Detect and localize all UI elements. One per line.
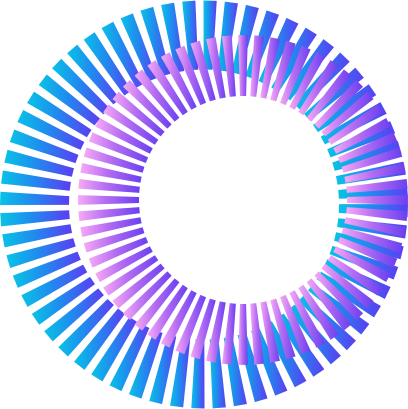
ring-segment xyxy=(95,117,153,154)
ring-segment xyxy=(250,35,264,97)
ring-segment xyxy=(27,91,92,138)
ring-segment xyxy=(327,104,383,145)
ring-segment xyxy=(206,37,226,99)
ring-segment xyxy=(74,308,125,370)
ring-segment xyxy=(109,324,150,392)
ring-segment xyxy=(83,32,132,96)
ring-segment xyxy=(270,40,296,102)
ring-segment xyxy=(270,298,296,360)
ring-segment xyxy=(78,207,140,221)
ring-segment xyxy=(134,69,180,122)
ring-segment xyxy=(337,236,398,268)
ring-segment xyxy=(103,255,159,296)
ring-segment xyxy=(190,298,216,360)
ring-segment xyxy=(91,316,137,382)
ring-segment xyxy=(289,52,326,110)
ring-segment xyxy=(122,271,172,321)
ring-segment xyxy=(279,294,311,355)
ring-segment xyxy=(222,303,236,365)
ring-segment xyxy=(321,91,374,137)
ring-segment xyxy=(306,69,352,122)
ring-segment xyxy=(175,294,207,355)
ring-segment xyxy=(175,45,207,106)
ring-segment xyxy=(6,238,76,269)
ring-segment xyxy=(4,149,74,177)
ring-segment xyxy=(334,232,404,260)
ring-segment xyxy=(314,79,364,129)
ring-segment xyxy=(346,195,408,205)
ring-segment xyxy=(313,84,377,133)
ring-segment xyxy=(190,40,216,102)
ring-segment xyxy=(52,58,110,115)
ring-segment xyxy=(341,147,403,173)
ring-segment xyxy=(0,210,70,227)
ring-segment xyxy=(341,227,403,253)
ring-segment xyxy=(21,264,88,307)
ring-segment xyxy=(0,191,70,205)
ring-segment xyxy=(67,44,121,105)
ring-segment xyxy=(298,60,339,116)
ring-segment xyxy=(9,129,79,164)
ring-segment xyxy=(134,278,180,331)
ring-segment xyxy=(112,263,165,309)
ring-segment xyxy=(238,35,248,97)
ring-segment xyxy=(306,278,352,331)
ring-segment xyxy=(95,246,153,283)
ring-segment xyxy=(289,290,326,348)
ring-segment xyxy=(222,35,236,97)
ring-segment xyxy=(260,301,280,363)
ring-segment xyxy=(88,132,149,164)
ring-segment xyxy=(44,288,104,342)
ring-segment xyxy=(298,284,339,340)
ring-segment xyxy=(279,45,311,106)
ring-segment xyxy=(122,79,172,129)
ring-segment xyxy=(333,117,391,154)
ring-segment xyxy=(170,337,191,408)
ring-segment xyxy=(31,276,95,325)
ring-segment xyxy=(128,330,163,399)
ring-segment xyxy=(332,140,402,171)
ring-segment xyxy=(120,13,157,82)
ring-segment xyxy=(321,263,374,309)
ring-segment xyxy=(346,207,408,221)
ring-segment xyxy=(260,37,280,99)
ring-segment xyxy=(238,303,248,365)
inner-ring xyxy=(78,35,408,365)
ring-segment xyxy=(80,163,142,183)
ring-segment xyxy=(346,179,408,193)
ring-segment xyxy=(38,74,100,126)
ring-segment xyxy=(344,217,406,237)
ring-segment xyxy=(333,246,391,283)
ring-segment xyxy=(206,301,226,363)
ring-segment xyxy=(83,147,145,173)
ring-segment xyxy=(147,284,188,340)
ring-segment xyxy=(101,21,144,88)
ring-segment xyxy=(250,303,264,365)
ring-segment xyxy=(88,236,149,268)
ring-segment xyxy=(80,217,142,237)
ring-segment xyxy=(12,251,81,288)
ring-segment xyxy=(344,163,406,183)
ring-segment xyxy=(160,290,197,348)
ring-segment xyxy=(2,224,73,248)
ring-segment xyxy=(147,60,188,116)
ring-segment xyxy=(160,52,197,110)
ring-segment xyxy=(78,195,140,205)
ring-segment xyxy=(83,227,145,253)
ring-segment xyxy=(112,91,165,137)
ring-segment xyxy=(314,271,364,321)
ring-segment xyxy=(78,179,140,193)
ring-segment xyxy=(103,104,159,145)
ring-segment xyxy=(58,298,114,357)
ring-segment xyxy=(17,110,85,150)
ring-segment xyxy=(327,255,383,296)
ring-segment xyxy=(1,170,71,191)
ring-segment xyxy=(337,132,398,164)
ring-segment xyxy=(149,334,177,405)
